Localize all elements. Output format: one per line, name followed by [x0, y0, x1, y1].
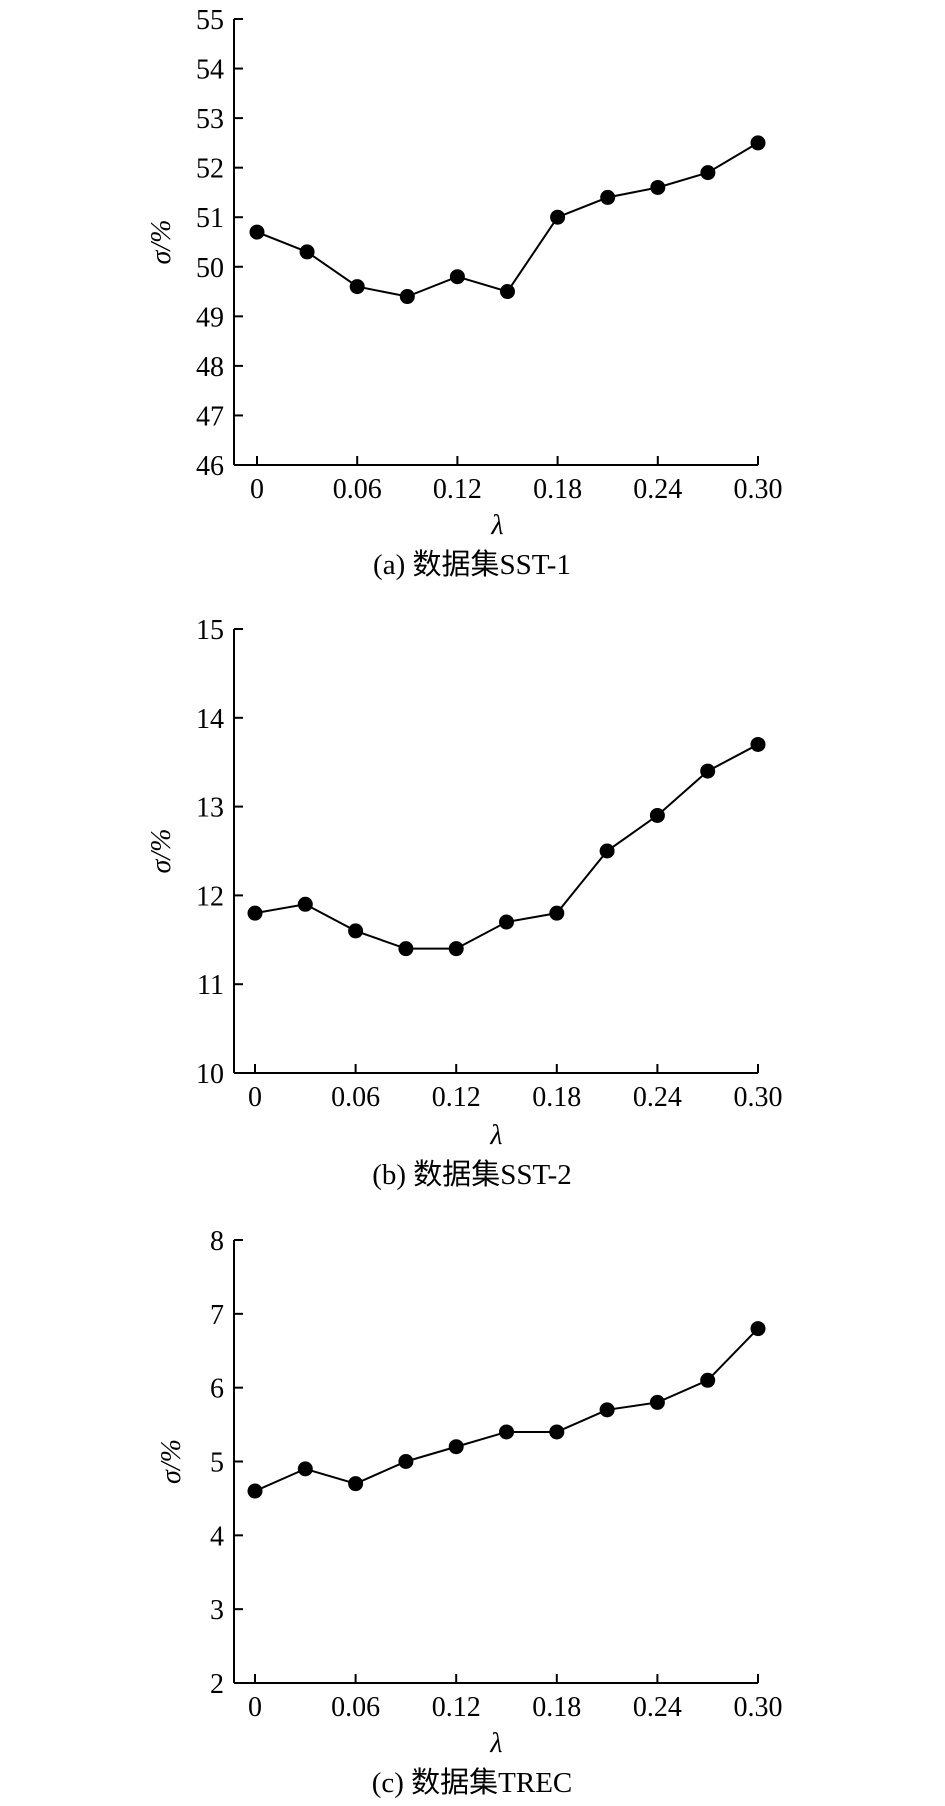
data-point — [549, 1424, 565, 1440]
y-tick-label: 48 — [196, 352, 224, 383]
y-axis-title: σ/% — [156, 1439, 187, 1484]
data-point — [348, 923, 364, 939]
data-point — [449, 269, 465, 285]
y-axis-title: σ/% — [146, 220, 177, 265]
x-tick-label: 0.18 — [532, 1692, 581, 1723]
y-tick-label: 46 — [196, 451, 224, 482]
panel-caption: (a) 数据集SST-1 — [373, 548, 571, 581]
y-tick-label: 50 — [196, 253, 224, 284]
data-point — [750, 1321, 766, 1337]
data-point — [600, 189, 616, 205]
panel-caption: (c) 数据集TREC — [372, 1766, 573, 1799]
x-tick-label: 0.12 — [433, 474, 482, 505]
data-point — [399, 289, 415, 305]
y-axis-title: σ/% — [146, 829, 177, 874]
x-tick-label: 0.30 — [734, 474, 783, 505]
series-line — [256, 142, 759, 298]
y-tick-label: 8 — [210, 1226, 224, 1257]
data-point — [247, 1483, 263, 1499]
x-axis-title: λ — [489, 1120, 502, 1151]
y-tick-label: 14 — [196, 704, 224, 735]
x-tick-label: 0 — [250, 474, 264, 505]
x-axis-title: λ — [490, 510, 503, 541]
x-tick-label: 0.12 — [432, 1082, 481, 1113]
y-tick-label: 52 — [196, 154, 224, 185]
data-point — [700, 1372, 716, 1388]
data-point — [750, 135, 766, 151]
y-tick-label: 55 — [196, 5, 224, 36]
y-tick-label: 13 — [196, 793, 224, 824]
data-point — [500, 284, 515, 300]
y-tick-label: 2 — [210, 1669, 224, 1700]
chart-panel-3: 2 3 4 5 6 7 8 0 0.06 0.12 0.18 0.24 0.30 λ σ/% (c) 数据集T… — [156, 1226, 783, 1799]
data-point — [599, 843, 615, 859]
data-point — [549, 905, 565, 921]
panel-caption: (b) 数据集SST-2 — [372, 1158, 572, 1191]
y-tick-label: 12 — [196, 881, 224, 912]
data-point — [649, 1394, 665, 1410]
data-point — [247, 905, 263, 921]
y-tick-label: 6 — [210, 1374, 224, 1405]
data-point — [299, 244, 315, 260]
y-tick-label: 10 — [196, 1059, 224, 1090]
y-tick-label: 49 — [196, 302, 224, 333]
series-line — [254, 1327, 759, 1492]
data-point — [750, 736, 766, 752]
x-tick-label: 0 — [248, 1692, 262, 1723]
data-point — [650, 179, 666, 195]
data-point — [349, 279, 365, 295]
x-tick-label: 0.18 — [532, 1082, 581, 1113]
y-tick-label: 51 — [196, 203, 224, 234]
y-tick-label: 3 — [210, 1595, 224, 1626]
x-axis-title: λ — [489, 1728, 502, 1759]
data-point — [700, 165, 716, 181]
x-tick-label: 0.24 — [633, 474, 682, 505]
y-tick-label: 4 — [210, 1521, 224, 1552]
x-tick-label: 0.06 — [333, 474, 382, 505]
data-point — [297, 896, 313, 912]
data-point — [599, 1402, 615, 1418]
data-point — [550, 209, 566, 225]
data-point — [348, 1476, 364, 1492]
x-tick-label: 0.18 — [533, 474, 582, 505]
data-point — [398, 941, 414, 957]
x-tick-label: 0.30 — [734, 1082, 783, 1113]
data-point — [649, 807, 665, 823]
y-tick-label: 15 — [196, 615, 224, 646]
data-point — [499, 914, 514, 930]
y-tick-label: 54 — [196, 55, 224, 86]
x-tick-label: 0.24 — [633, 1082, 682, 1113]
data-point — [297, 1461, 313, 1477]
chart-panel-2: 10 11 12 13 14 15 0 0.06 0.12 0.18 0.24 0.30 λ σ/% (b)… — [146, 615, 783, 1191]
y-tick-label: 11 — [197, 970, 224, 1001]
data-point — [700, 763, 716, 779]
data-point — [249, 224, 265, 240]
y-tick-label: 5 — [210, 1448, 224, 1479]
x-tick-label: 0 — [248, 1082, 262, 1113]
y-tick-label: 47 — [196, 401, 224, 432]
data-point — [398, 1454, 414, 1469]
y-tick-label: 7 — [210, 1300, 224, 1331]
x-tick-label: 0.06 — [331, 1082, 380, 1113]
chart-panel-1: 46 47 48 49 50 51 52 53 54 55 0 0.06 0.12 0.18 0.24 0.3… — [146, 5, 783, 581]
x-tick-label: 0.06 — [331, 1692, 380, 1723]
x-tick-label: 0.30 — [734, 1692, 783, 1723]
data-point — [499, 1424, 514, 1440]
x-tick-label: 0.24 — [633, 1692, 682, 1723]
x-tick-label: 0.12 — [432, 1692, 481, 1723]
y-tick-label: 53 — [196, 104, 224, 135]
data-point — [448, 941, 464, 957]
data-point — [448, 1439, 464, 1455]
